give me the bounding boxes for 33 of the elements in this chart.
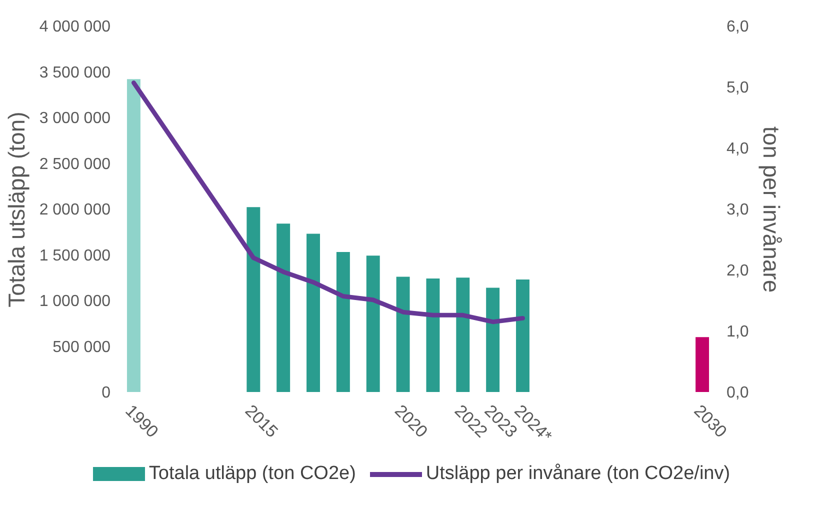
y2-tick-label: 1,0	[726, 324, 749, 340]
bar	[276, 224, 290, 392]
bar	[396, 276, 410, 392]
y-tick-label: 0	[102, 384, 111, 402]
y-tick-label: 2 500 000	[39, 156, 111, 173]
y-tick-label: 500 000	[52, 338, 111, 356]
bar	[486, 288, 500, 392]
bar	[126, 79, 140, 392]
y2-tick-label: 4,0	[726, 140, 749, 158]
y2-tick-label: 3,0	[726, 202, 749, 218]
y-tick-label: 1 000 000	[39, 293, 111, 310]
bar	[696, 337, 710, 392]
y-axis-title: Totala utsläpp (ton)	[3, 112, 30, 308]
line-series	[131, 80, 525, 324]
y-tick-label: 3 000 000	[39, 110, 111, 127]
y-tick-label: 3 500 000	[39, 64, 111, 82]
bar	[306, 234, 320, 392]
y-tick-label: 1 500 000	[39, 247, 111, 264]
y2-axis-title: ton per invånare	[758, 126, 785, 293]
y-tick-label: 2 000 000	[39, 202, 111, 218]
y2-tick-label: 5,0	[726, 80, 749, 96]
bar	[456, 278, 470, 392]
bar	[516, 279, 530, 392]
legend-label: Totala utläpp (ton CO2e)	[148, 463, 356, 485]
y2-tick-label: 0,0	[726, 384, 749, 402]
bar	[426, 278, 440, 392]
y2-tick-label: 2,0	[726, 262, 749, 280]
bar	[246, 207, 260, 392]
y-tick-label: 4 000 000	[39, 18, 111, 36]
bar	[336, 252, 350, 392]
bar	[366, 256, 380, 392]
y2-tick-label: 6,0	[726, 18, 749, 36]
legend-label: Utsläpp per invånare (ton CO2e/inv)	[426, 463, 730, 485]
